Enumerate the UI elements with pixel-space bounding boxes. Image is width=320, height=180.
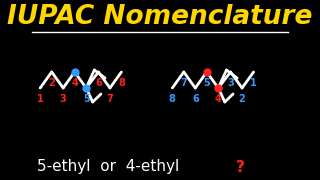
Text: IUPAC Nomenclature: IUPAC Nomenclature xyxy=(7,4,313,30)
Text: 8: 8 xyxy=(169,94,176,104)
Text: 4: 4 xyxy=(215,94,222,104)
Text: 3: 3 xyxy=(60,94,67,104)
Text: 2: 2 xyxy=(239,94,245,104)
Text: 5: 5 xyxy=(83,94,90,104)
Text: 4: 4 xyxy=(71,78,78,88)
Text: 3: 3 xyxy=(227,78,234,88)
Text: 2: 2 xyxy=(48,78,55,88)
Text: 8: 8 xyxy=(118,78,125,88)
Text: 1: 1 xyxy=(250,78,257,88)
Text: 5: 5 xyxy=(204,78,210,88)
Text: 7: 7 xyxy=(180,78,187,88)
Text: 7: 7 xyxy=(107,94,113,104)
Text: 1: 1 xyxy=(37,94,44,104)
Text: 6: 6 xyxy=(192,94,199,104)
Text: ?: ? xyxy=(236,159,245,174)
Text: 5-ethyl  or  4-ethyl: 5-ethyl or 4-ethyl xyxy=(37,159,179,174)
Text: 6: 6 xyxy=(95,78,102,88)
